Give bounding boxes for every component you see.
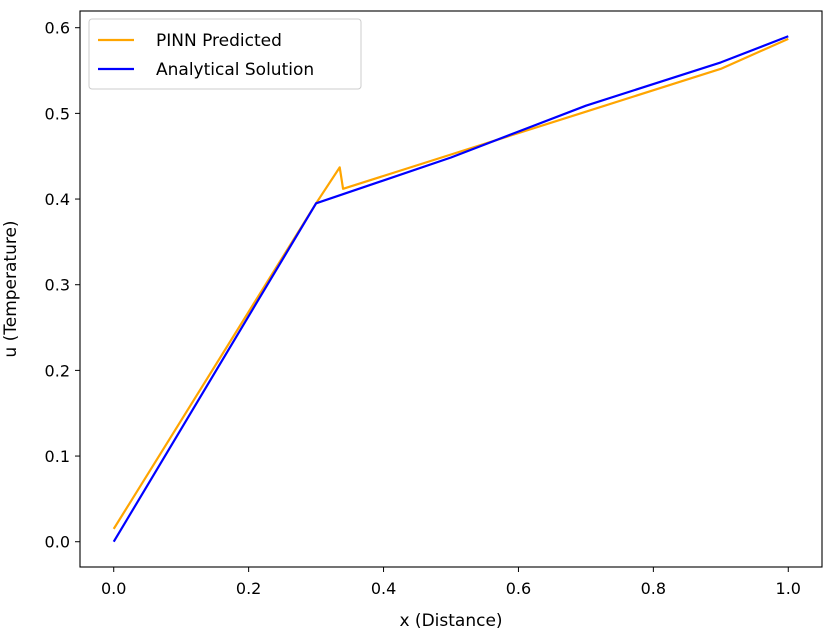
plot-area: [80, 11, 822, 567]
plot-background: [80, 11, 822, 567]
series-line-1: [112, 37, 789, 530]
x-tick-label: 0.4: [371, 579, 396, 598]
series-line-2: [112, 35, 789, 543]
x-tick-label: 0.0: [101, 579, 126, 598]
tick-marks: 0.0 0.2 0.4 0.6 0.8 1.0 0.0 0.1 0.2 0.3 0.4 0.5 0.6: [45, 19, 801, 598]
x-tick-label: 0.8: [641, 579, 666, 598]
y-tick-label: 0.3: [45, 276, 70, 295]
series-layer: [112, 35, 789, 543]
legend-box: [88, 18, 362, 90]
legend-label-2: Analytical Solution: [156, 60, 314, 80]
y-tick-label: 0.4: [45, 190, 70, 209]
x-tick-label: 1.0: [776, 579, 801, 598]
axes-frame: [79, 10, 823, 568]
x-tick-label: 0.6: [506, 579, 531, 598]
legend: PINN Predicted Analytical Solution: [88, 18, 362, 90]
y-axis-label: u (Temperature): [1, 220, 21, 357]
legend-label-1: PINN Predicted: [156, 31, 282, 51]
y-tick-label: 0.2: [45, 361, 70, 380]
y-tick-label: 0.1: [45, 447, 70, 466]
x-axis-label: x (Distance): [399, 611, 502, 631]
y-tick-label: 0.5: [45, 104, 70, 123]
y-tick-label: 0.0: [45, 533, 70, 552]
y-tick-label: 0.6: [45, 19, 70, 38]
x-tick-label: 0.2: [236, 579, 261, 598]
axes: x (Distance) u (Temperature): [1, 10, 823, 631]
